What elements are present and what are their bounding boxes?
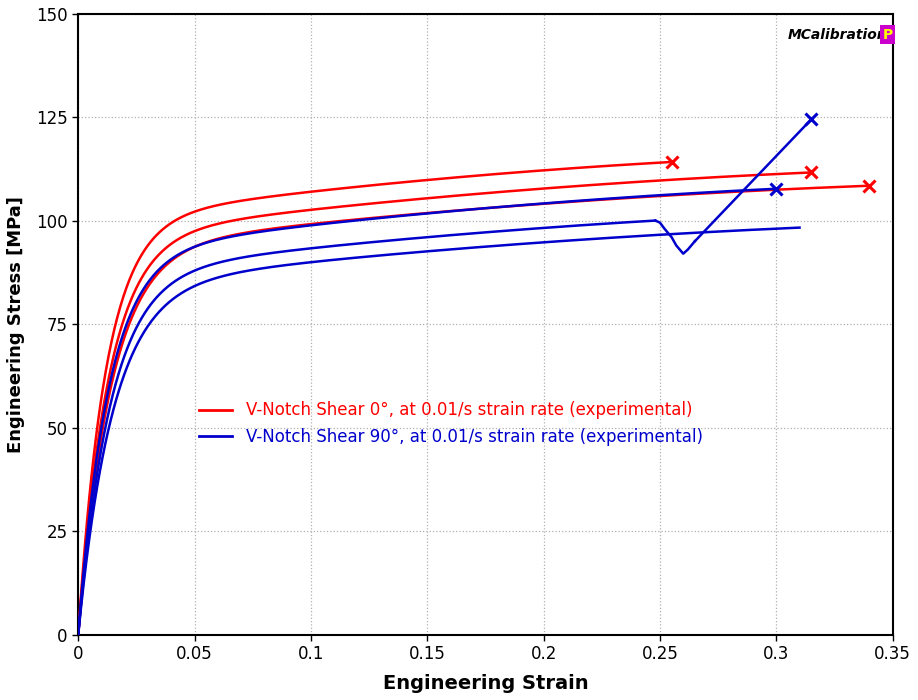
Y-axis label: Engineering Stress [MPa]: Engineering Stress [MPa] [7, 196, 25, 453]
Text: MCalibration: MCalibration [788, 27, 887, 41]
Text: P: P [882, 27, 892, 41]
Legend: V-Notch Shear 0°, at 0.01/s strain rate (experimental), V-Notch Shear 90°, at 0.: V-Notch Shear 0°, at 0.01/s strain rate … [193, 395, 710, 452]
X-axis label: Engineering Strain: Engineering Strain [383, 674, 588, 693]
